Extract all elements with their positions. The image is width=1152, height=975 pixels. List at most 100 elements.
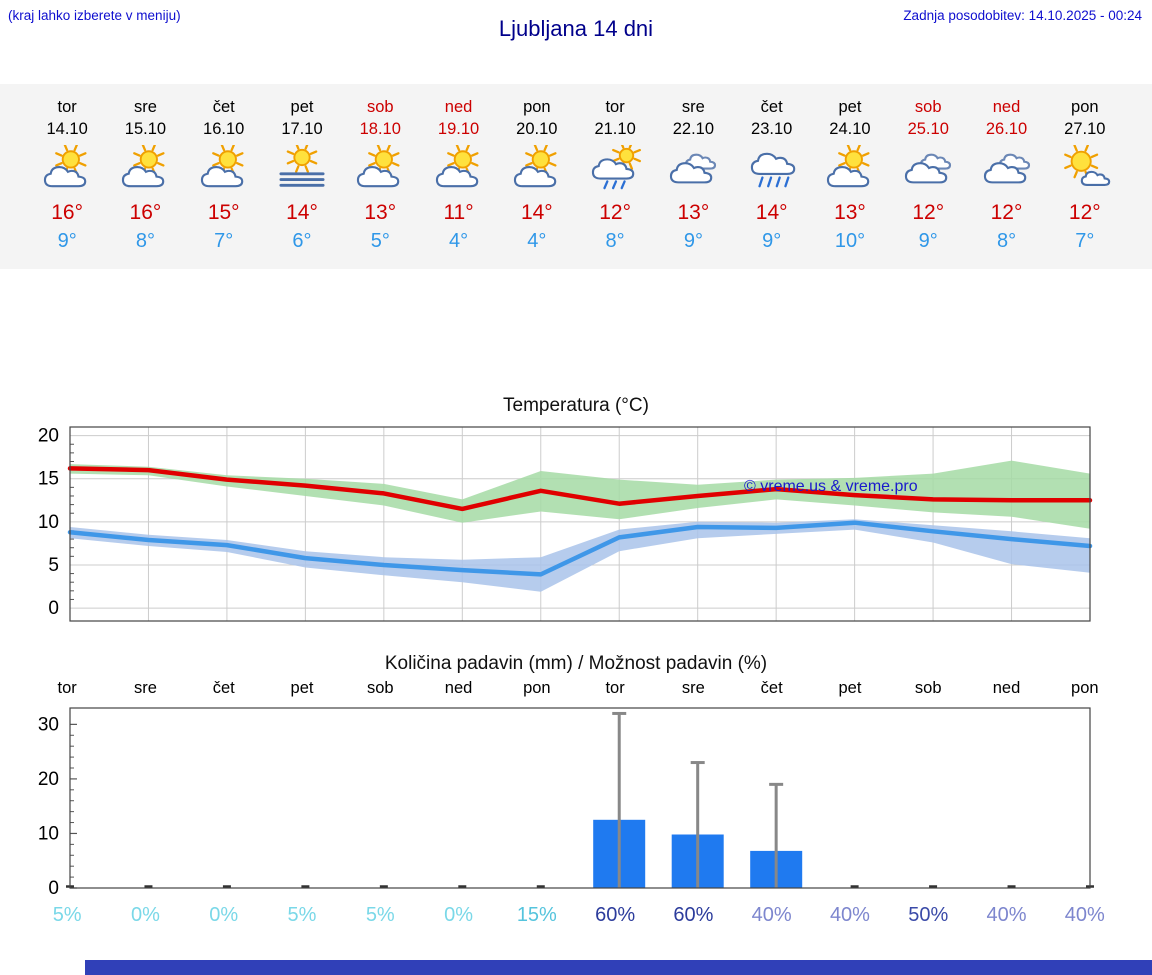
day-date: 16.10 (203, 120, 245, 138)
precip-probability-label: 0% (444, 904, 473, 926)
day-date: 20.10 (516, 120, 558, 138)
weather-rain-cloud-icon (741, 142, 803, 194)
precip-day-label: sob (914, 679, 942, 697)
temp-max: 15° (207, 201, 240, 224)
precip-probability-label: 40% (986, 904, 1027, 926)
svg-text:20: 20 (38, 769, 59, 790)
forecast-day-column: pet 17.10 14° 6° (263, 96, 341, 255)
day-name: čet (760, 98, 783, 116)
weather-sun-cloud-icon (428, 142, 490, 194)
temp-min: 4° (527, 230, 547, 252)
weather-fog-sun-icon (271, 142, 333, 194)
day-name: pon (523, 98, 551, 116)
precip-probability-label: 50% (908, 904, 949, 926)
footer-bar (85, 960, 1152, 975)
precip-day-label: ned (992, 679, 1021, 697)
forecast-day-column: sob 25.10 12° 9° (889, 96, 967, 255)
day-date: 14.10 (46, 120, 88, 138)
precip-probability-label: 5% (287, 904, 317, 926)
precip-probability-label: 5% (365, 904, 395, 926)
svg-text:5: 5 (48, 555, 59, 576)
forecast-strip: tor 14.10 16° 9° sre 15.10 16° 8° čet 16… (0, 84, 1152, 269)
temp-min: 6° (292, 230, 312, 252)
precip-day-label: čet (760, 679, 783, 697)
page-header: (kraj lahko izberete v meniju) Ljubljana… (0, 0, 1152, 50)
forecast-day-column: sre 22.10 13° 9° (654, 96, 732, 255)
weather-cloudy-icon (976, 142, 1038, 194)
temp-max: 13° (834, 201, 866, 224)
temp-max: 13° (364, 201, 397, 224)
precip-day-label: pet (838, 679, 862, 697)
day-name: pet (838, 98, 862, 116)
temp-min: 10° (834, 230, 866, 252)
day-name: sob (366, 98, 394, 116)
precip-day-label: tor (605, 679, 625, 697)
precip-day-label: ned (444, 679, 473, 697)
precip-probability-label: 0% (130, 904, 160, 926)
weather-sun-cloud-icon (36, 142, 98, 194)
temp-max: 12° (990, 201, 1023, 224)
day-date: 25.10 (907, 120, 949, 138)
temp-max: 11° (443, 201, 474, 224)
temp-min: 9° (683, 230, 703, 252)
weather-cloudy-icon (897, 142, 959, 194)
temp-min: 5° (370, 230, 390, 252)
day-name: pon (1071, 98, 1099, 116)
day-date: 24.10 (829, 120, 871, 138)
forecast-day-column: ned 26.10 12° 8° (967, 96, 1045, 255)
temp-max: 12° (912, 201, 945, 224)
precip-day-label: sre (133, 679, 157, 697)
svg-text:20: 20 (38, 426, 59, 447)
forecast-day-column: pon 27.10 12° 7° (1046, 96, 1124, 255)
weather-cloudy-icon (662, 142, 724, 194)
temp-max: 12° (599, 201, 631, 224)
temp-max: 14° (286, 201, 318, 224)
menu-hint-text: (kraj lahko izberete v meniju) (8, 8, 181, 23)
precip-day-label: sre (681, 679, 705, 697)
svg-text:0: 0 (48, 878, 59, 896)
last-update-text: Zadnja posodobitev: 14.10.2025 - 00:24 (903, 8, 1142, 23)
temperature-chart: 0 5 10 15 20 © vreme.us & vreme.pro (38, 426, 1093, 622)
forecast-day-column: čet 23.10 14° 9° (733, 96, 811, 255)
precip-day-label: sob (366, 679, 394, 697)
temperature-chart-title: Temperatura (°C) (503, 395, 649, 416)
precipitation-chart: 0 10 20 30 (38, 707, 1094, 896)
page-title: Ljubljana 14 dni (498, 16, 654, 41)
weather-sun-cloud-icon (193, 142, 255, 194)
temp-min: 9° (918, 230, 938, 252)
forecast-day-column: ned 19.10 11° 4° (419, 96, 497, 255)
day-date: 23.10 (751, 120, 793, 138)
day-date: 17.10 (281, 120, 323, 138)
precip-probability-label: 40% (829, 904, 870, 926)
temp-min: 8° (996, 230, 1017, 252)
forecast-day-column: tor 14.10 16° 9° (28, 96, 106, 255)
precipitation-section: Količina padavin (mm) / Možnost padavin … (0, 653, 1152, 927)
day-date: 19.10 (437, 120, 480, 138)
precip-day-label: pet (290, 679, 314, 697)
temp-max: 14° (755, 201, 788, 224)
day-name: pet (290, 98, 314, 116)
precip-probability-label: 0% (209, 904, 239, 926)
precip-day-label: tor (57, 679, 77, 697)
precip-day-label: čet (212, 679, 235, 697)
day-date: 15.10 (124, 120, 167, 138)
precipitation-chart-title: Količina padavin (mm) / Možnost padavin … (384, 653, 768, 674)
watermark-text: © vreme.us & vreme.pro (744, 478, 918, 495)
temp-min: 7° (1075, 230, 1095, 252)
day-name: sre (681, 98, 705, 116)
precip-day-labels-row: tor sre čet pet sob ned pon tor sre čet pet sob ned p… (0, 679, 1152, 698)
day-name: ned (992, 98, 1021, 116)
precip-day-label: pon (1071, 679, 1099, 697)
day-name: sre (133, 98, 157, 116)
temp-min: 7° (214, 230, 234, 252)
weather-sun-cloud-icon (349, 142, 411, 194)
precip-probability-label: 40% (1064, 904, 1105, 926)
svg-text:10: 10 (38, 824, 59, 845)
weather-sun-cloud-icon (114, 142, 176, 194)
temp-max: 12° (1068, 201, 1101, 224)
day-name: tor (57, 98, 77, 116)
forecast-day-column: sob 18.10 13° 5° (341, 96, 419, 255)
temp-max: 14° (520, 201, 553, 224)
precip-probability-label: 60% (595, 904, 636, 926)
day-name: sob (914, 98, 942, 116)
